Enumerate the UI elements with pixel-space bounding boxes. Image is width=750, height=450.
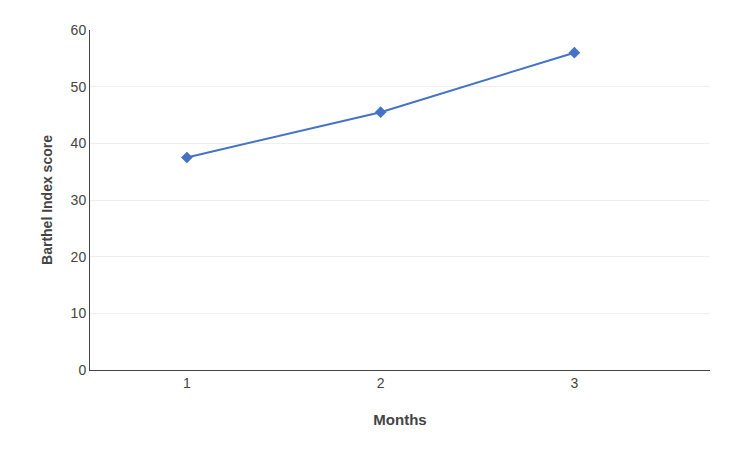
svg-text:50: 50 — [71, 79, 87, 95]
svg-text:60: 60 — [71, 22, 87, 38]
svg-text:0: 0 — [78, 362, 86, 378]
svg-text:3: 3 — [570, 375, 578, 391]
svg-text:1: 1 — [183, 375, 191, 391]
svg-text:10: 10 — [71, 305, 87, 321]
svg-text:2: 2 — [377, 375, 385, 391]
svg-text:20: 20 — [71, 249, 87, 265]
svg-text:40: 40 — [71, 135, 87, 151]
svg-text:30: 30 — [71, 192, 87, 208]
svg-text:Months: Months — [373, 411, 426, 428]
svg-text:Barthel Index score: Barthel Index score — [39, 135, 55, 265]
